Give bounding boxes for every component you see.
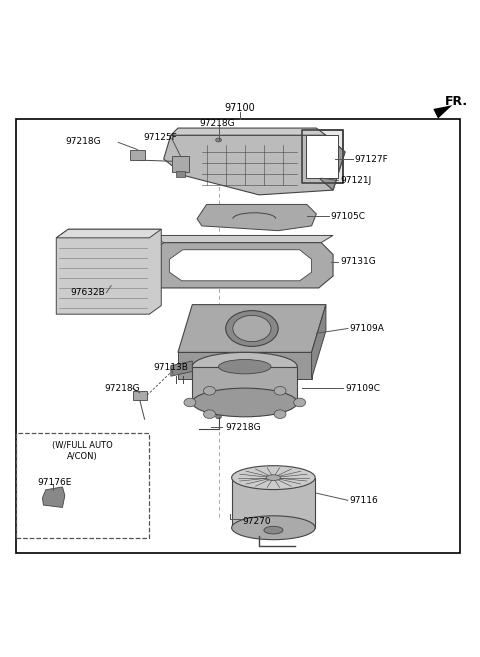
- Text: 97109C: 97109C: [345, 384, 380, 393]
- Text: (W/FULL AUTO
A/CON): (W/FULL AUTO A/CON): [52, 441, 113, 461]
- Ellipse shape: [266, 475, 281, 480]
- Bar: [192, 367, 297, 403]
- Text: 97116: 97116: [350, 496, 379, 505]
- Bar: [176, 171, 185, 177]
- Text: 97218G: 97218G: [104, 384, 140, 393]
- Ellipse shape: [264, 526, 283, 534]
- Text: 97100: 97100: [225, 102, 255, 112]
- Text: 97218G: 97218G: [226, 423, 261, 432]
- Polygon shape: [197, 204, 316, 231]
- Text: FR.: FR.: [445, 95, 468, 108]
- Polygon shape: [433, 105, 452, 118]
- Polygon shape: [56, 229, 161, 314]
- Ellipse shape: [294, 398, 306, 407]
- Polygon shape: [149, 242, 333, 288]
- Polygon shape: [152, 235, 333, 242]
- Polygon shape: [316, 135, 345, 190]
- Polygon shape: [178, 305, 326, 352]
- Bar: [306, 135, 338, 178]
- Text: 97121J: 97121J: [340, 176, 372, 185]
- Ellipse shape: [192, 352, 297, 381]
- Text: 97105C: 97105C: [331, 212, 366, 221]
- Ellipse shape: [218, 359, 271, 374]
- Text: 97218G: 97218G: [66, 137, 101, 146]
- Text: 97632B: 97632B: [71, 288, 105, 297]
- Ellipse shape: [233, 315, 271, 342]
- Polygon shape: [42, 487, 65, 507]
- Polygon shape: [56, 229, 161, 238]
- Bar: [172, 156, 189, 172]
- Bar: [302, 131, 343, 183]
- Ellipse shape: [274, 386, 286, 395]
- Text: 97270: 97270: [242, 517, 271, 526]
- Ellipse shape: [232, 466, 315, 489]
- Polygon shape: [164, 135, 345, 195]
- Text: 97127F: 97127F: [355, 154, 388, 164]
- Ellipse shape: [226, 311, 278, 346]
- Ellipse shape: [192, 388, 297, 417]
- Polygon shape: [312, 305, 326, 378]
- Ellipse shape: [204, 410, 216, 419]
- Ellipse shape: [216, 415, 221, 419]
- Ellipse shape: [184, 398, 196, 407]
- Text: 97125F: 97125F: [144, 133, 177, 142]
- Polygon shape: [178, 352, 312, 378]
- Ellipse shape: [216, 138, 221, 142]
- Text: 97218G: 97218G: [199, 119, 235, 128]
- Polygon shape: [171, 128, 326, 135]
- Polygon shape: [171, 361, 192, 376]
- Text: 97176E: 97176E: [37, 478, 72, 487]
- Bar: [232, 478, 315, 528]
- Ellipse shape: [204, 386, 216, 395]
- Polygon shape: [169, 250, 312, 281]
- Ellipse shape: [274, 410, 286, 419]
- Bar: [132, 392, 147, 400]
- Bar: [16, 434, 149, 539]
- Bar: [306, 135, 338, 178]
- Ellipse shape: [232, 516, 315, 539]
- Text: 97109A: 97109A: [350, 324, 384, 333]
- Bar: [130, 150, 144, 160]
- Text: 97131G: 97131G: [340, 257, 376, 266]
- Text: 97113B: 97113B: [153, 363, 188, 372]
- Bar: [302, 131, 343, 183]
